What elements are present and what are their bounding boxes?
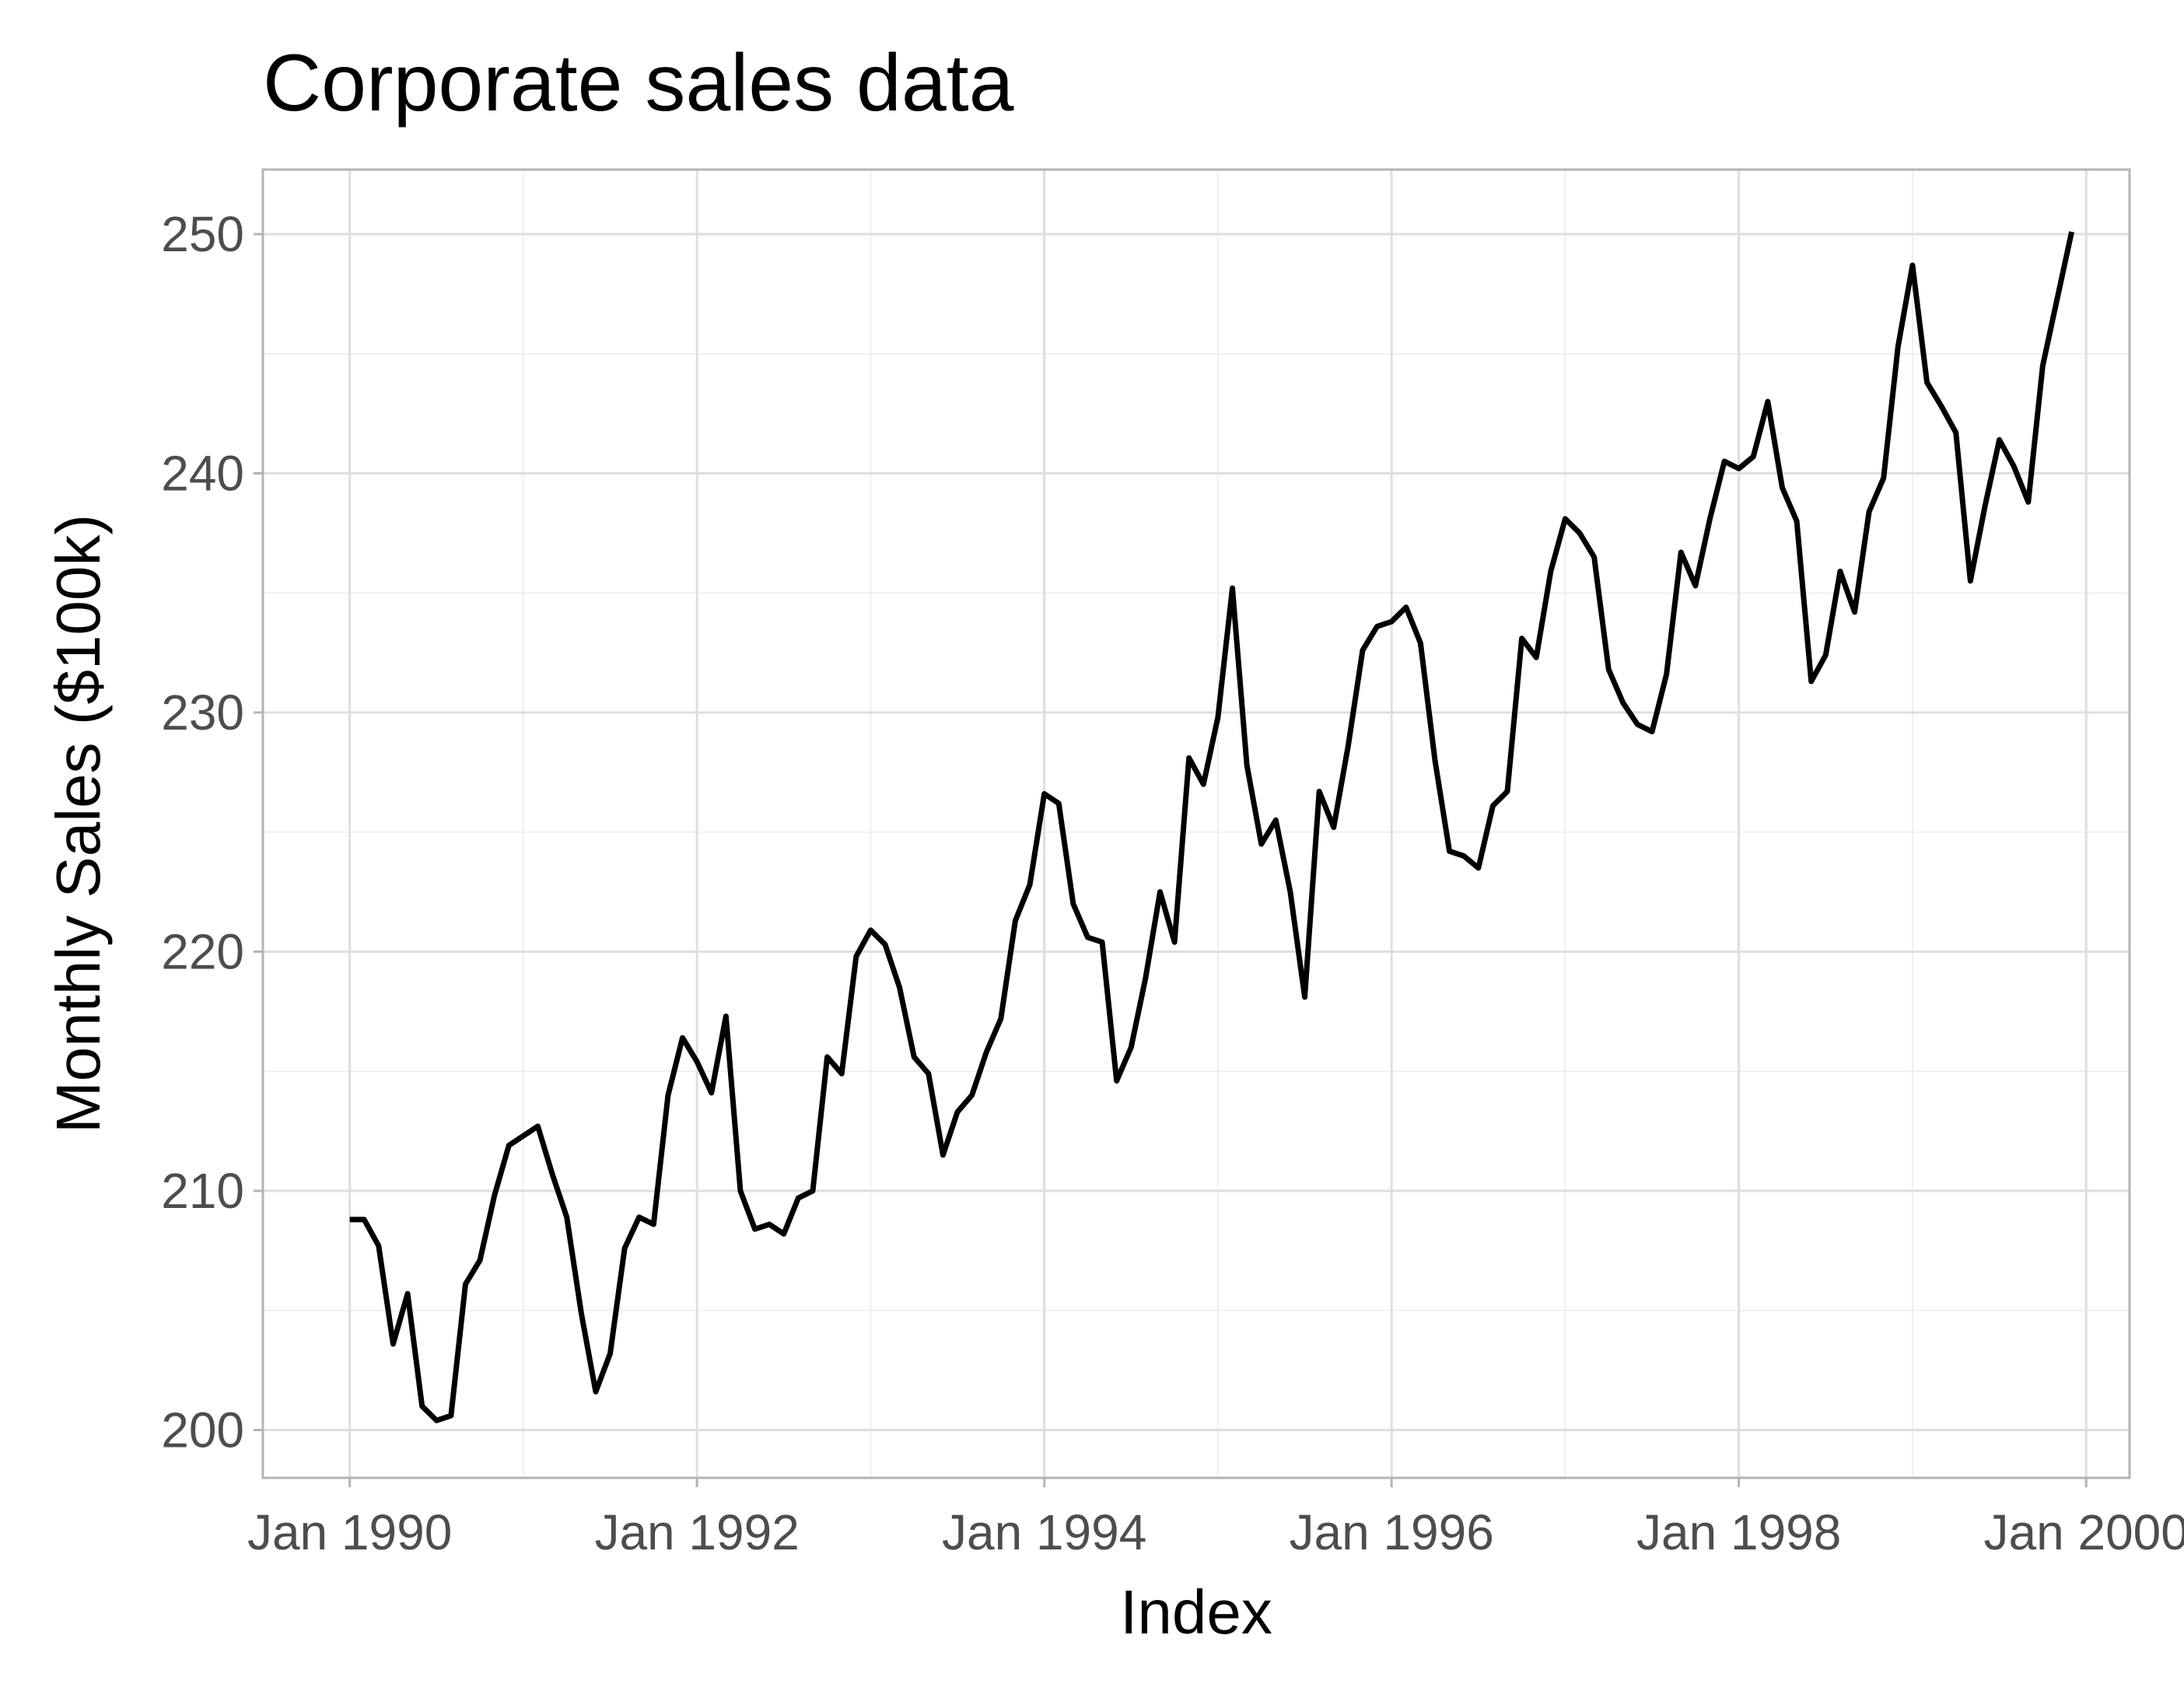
sales-series-line <box>349 231 2075 1423</box>
plot-panel-border <box>261 168 2131 1479</box>
x-tick-label: Jan 1992 <box>594 1504 799 1560</box>
y-tick-label: 230 <box>161 684 244 740</box>
x-axis-title: Index <box>1120 1577 1272 1647</box>
axis-ticks <box>254 233 2088 1487</box>
y-tick-label: 210 <box>161 1163 244 1219</box>
y-axis-title: Monthly Sales ($100k) <box>44 514 113 1133</box>
y-tick-label: 220 <box>161 924 244 980</box>
y-axis-tick-labels: 200 210 220 230 240 250 <box>161 206 244 1458</box>
x-tick-label: Jan 1998 <box>1636 1504 1841 1560</box>
x-axis-tick-labels: Jan 1990 Jan 1992 Jan 1994 Jan 1996 Jan 1998… <box>247 1504 2184 1560</box>
x-tick-label: Jan 1996 <box>1289 1504 1493 1560</box>
x-tick-label: Jan 1990 <box>247 1504 452 1560</box>
y-tick-label: 240 <box>161 446 244 502</box>
chart-title: Corporate sales data <box>263 38 1014 128</box>
x-tick-label: Jan 1994 <box>942 1504 1146 1560</box>
y-tick-label: 250 <box>161 206 244 262</box>
x-tick-label: Jan 2000 <box>1984 1504 2184 1560</box>
y-tick-label: 200 <box>161 1402 244 1458</box>
minor-gridlines <box>263 170 2130 1478</box>
major-gridlines <box>263 170 2130 1478</box>
